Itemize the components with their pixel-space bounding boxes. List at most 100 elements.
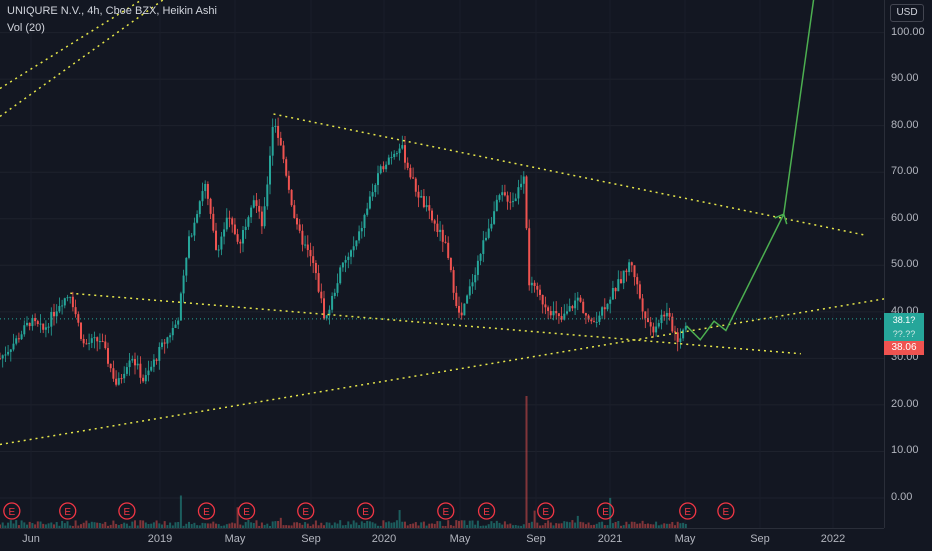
time-axis[interactable]: Jun 2019 May Sep 2020 May Sep 2021 May Sep 2022	[0, 528, 884, 551]
volume-bar	[44, 524, 47, 528]
candle	[193, 222, 196, 236]
candle	[544, 304, 547, 308]
candle	[223, 229, 226, 237]
price-axis[interactable]: 100.00 90.00 80.00 70.00 60.00 50.00 40.00 30.0…	[884, 0, 932, 528]
volume-bar	[101, 523, 104, 528]
volume-bar	[179, 495, 182, 528]
projection-arrowhead	[774, 213, 788, 225]
volume-bar	[579, 521, 582, 528]
volume-bar	[455, 520, 458, 528]
candle	[341, 262, 344, 268]
currency-button[interactable]: USD	[890, 4, 924, 22]
candle	[377, 173, 379, 185]
candle	[506, 195, 509, 202]
volume-bar	[55, 522, 58, 528]
earnings-marker	[297, 502, 315, 520]
candle	[242, 230, 244, 244]
candle	[620, 279, 622, 284]
volume-bar	[136, 525, 139, 528]
volume-bar	[506, 524, 509, 528]
candle	[498, 195, 501, 200]
candle	[161, 342, 163, 347]
volume-bar	[90, 521, 93, 528]
volume-bar	[466, 524, 469, 528]
earnings-marker-label: E	[8, 507, 15, 518]
volume-bar	[163, 521, 166, 528]
candle	[12, 343, 15, 350]
volume-bar	[7, 522, 10, 528]
projection-path[interactable]	[685, 0, 828, 341]
candle	[158, 346, 161, 361]
volume-bar	[123, 522, 126, 528]
volume-bar	[312, 524, 315, 528]
earnings-marker-label: E	[64, 507, 71, 518]
volume-bar	[15, 520, 18, 528]
candle	[552, 310, 555, 316]
volume-indicator-label[interactable]: Vol (20)	[7, 22, 45, 34]
volume-bar	[12, 523, 15, 528]
candle	[85, 343, 88, 345]
trendlines[interactable]	[0, 0, 884, 446]
volume-bar	[495, 520, 498, 528]
candle	[404, 145, 406, 163]
candle	[584, 313, 587, 316]
volume-bar	[320, 522, 323, 528]
candle	[395, 153, 398, 155]
volume-bar	[350, 524, 352, 528]
candle	[476, 260, 479, 275]
candle	[363, 214, 366, 229]
volume-bar	[490, 521, 493, 528]
candle	[682, 329, 685, 339]
candle	[152, 359, 155, 367]
volume-bar	[387, 521, 390, 528]
price-tick-label: 60.00	[891, 211, 919, 224]
volume-bar	[325, 522, 328, 528]
volume-bar	[169, 522, 172, 528]
candle	[471, 282, 474, 287]
candle	[482, 240, 485, 254]
trendline	[0, 0, 143, 90]
candle	[301, 230, 304, 245]
trendline	[70, 292, 801, 355]
symbol-title[interactable]: UNIQURE N.V., 4h, Cboe BZX, Heikin Ashi	[7, 5, 217, 17]
volume-bar	[525, 396, 528, 528]
volume-bar	[26, 524, 28, 528]
earnings-marker	[118, 502, 136, 520]
candle	[77, 314, 80, 323]
earnings-marker	[59, 502, 77, 520]
candle	[306, 244, 309, 251]
volume-bar	[522, 524, 525, 528]
candle	[220, 236, 223, 250]
candle	[533, 282, 536, 286]
volume-bar	[239, 524, 242, 528]
earnings-marker	[197, 502, 216, 520]
time-tick-label: May	[224, 533, 246, 545]
candle	[398, 148, 401, 154]
volume-bar	[660, 524, 663, 528]
volume-bar	[555, 523, 558, 528]
volume-bar	[655, 521, 658, 528]
volume-bar	[333, 522, 336, 528]
volume-bar	[204, 523, 207, 528]
volume-bar	[252, 523, 255, 528]
candle	[458, 305, 460, 313]
volume-bar	[379, 525, 382, 528]
volume-bar	[598, 522, 601, 528]
earnings-marker	[237, 502, 256, 520]
candle	[495, 199, 498, 212]
volume-bar	[417, 525, 420, 528]
candle	[466, 295, 469, 304]
candle	[317, 273, 320, 292]
volume-bar	[155, 520, 158, 528]
candle	[323, 298, 325, 319]
candle	[514, 198, 517, 202]
volume-bar	[344, 524, 347, 528]
candle	[82, 338, 85, 344]
candle	[387, 157, 390, 165]
candle	[312, 256, 315, 263]
candle	[4, 354, 7, 356]
volume-bar	[633, 521, 636, 528]
candle	[0, 358, 1, 360]
